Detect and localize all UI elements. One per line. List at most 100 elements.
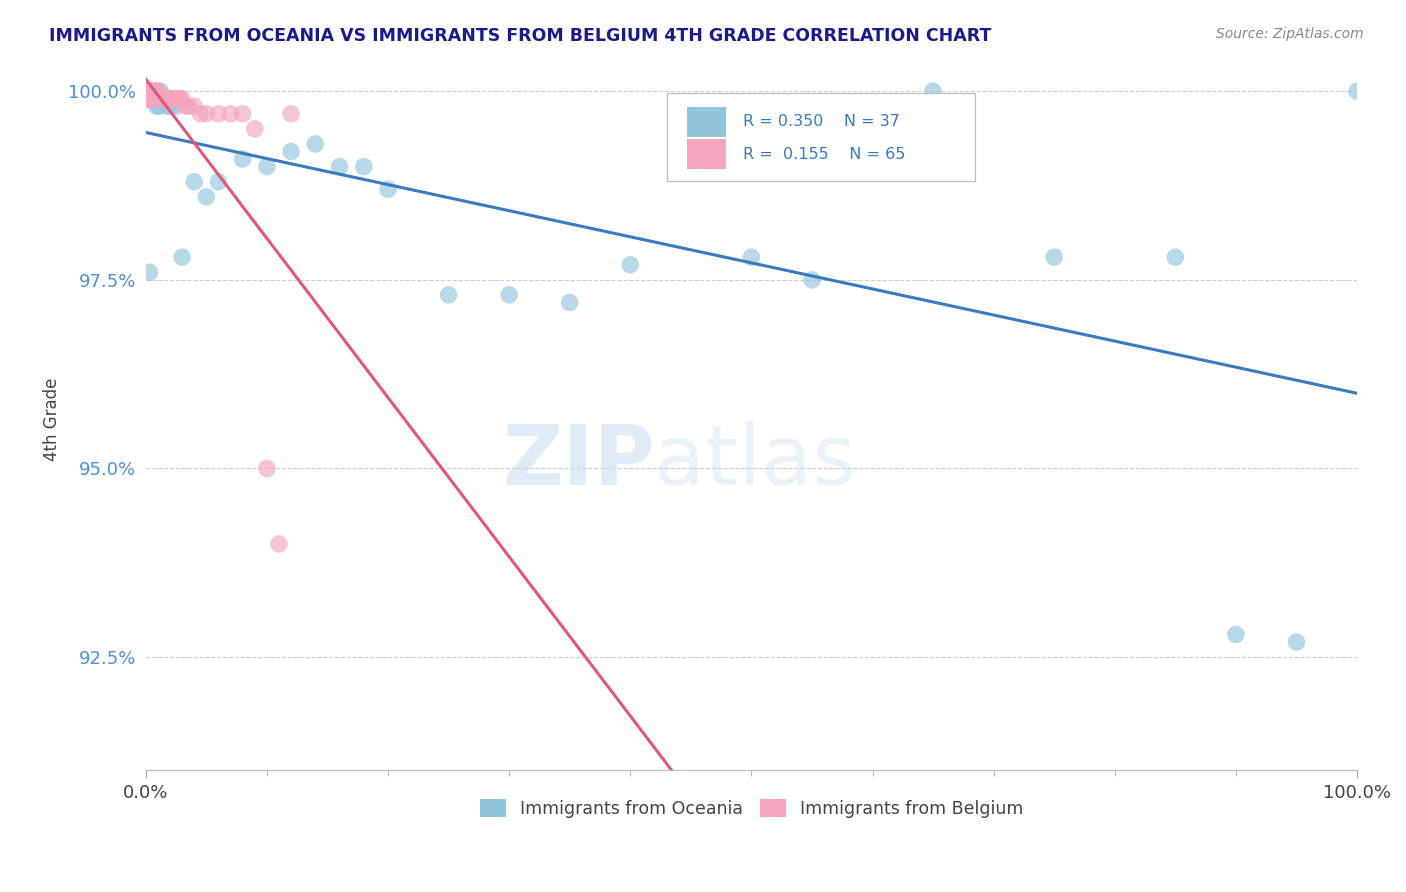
Point xyxy=(243,121,266,136)
Point xyxy=(153,92,176,106)
Point xyxy=(329,160,352,174)
Bar xyxy=(688,107,725,136)
Point xyxy=(619,258,641,272)
Point xyxy=(304,136,326,151)
Point xyxy=(195,107,218,121)
Point xyxy=(160,92,183,106)
Point xyxy=(740,250,762,264)
Point xyxy=(138,84,160,98)
Point xyxy=(280,145,302,159)
Point xyxy=(141,84,163,98)
Point xyxy=(135,84,157,98)
Point xyxy=(207,175,229,189)
Point xyxy=(148,99,170,113)
Point xyxy=(232,107,254,121)
Point xyxy=(183,175,205,189)
Point xyxy=(146,84,169,98)
Point xyxy=(136,84,159,98)
Point xyxy=(141,84,163,98)
Point xyxy=(165,99,187,113)
Point xyxy=(207,107,229,121)
Point xyxy=(159,99,181,113)
Point xyxy=(165,92,187,106)
Point xyxy=(135,84,157,98)
Y-axis label: 4th Grade: 4th Grade xyxy=(44,377,60,461)
Point xyxy=(177,99,200,113)
Point xyxy=(141,92,163,106)
Point xyxy=(167,92,190,106)
Point xyxy=(142,84,165,98)
Point xyxy=(138,84,160,98)
Point xyxy=(922,84,945,98)
Point xyxy=(136,92,159,106)
Point xyxy=(219,107,242,121)
Text: R =  0.155    N = 65: R = 0.155 N = 65 xyxy=(742,146,905,161)
Point xyxy=(136,84,159,98)
Point xyxy=(162,92,184,106)
Point xyxy=(183,99,205,113)
Point xyxy=(172,250,194,264)
Point xyxy=(232,152,254,166)
Point xyxy=(138,265,160,279)
Point xyxy=(1346,84,1368,98)
Legend: Immigrants from Oceania, Immigrants from Belgium: Immigrants from Oceania, Immigrants from… xyxy=(472,792,1031,825)
Point xyxy=(353,160,375,174)
Point xyxy=(156,99,179,113)
Point xyxy=(145,92,167,106)
Point xyxy=(145,84,167,98)
Point xyxy=(136,84,159,98)
Point xyxy=(172,92,194,106)
Point xyxy=(136,84,159,98)
Point xyxy=(143,92,166,106)
Text: ZIP: ZIP xyxy=(502,421,655,502)
Point xyxy=(800,273,823,287)
Point xyxy=(437,288,460,302)
Point xyxy=(280,107,302,121)
Text: atlas: atlas xyxy=(655,421,856,502)
Point xyxy=(155,92,177,106)
Point xyxy=(163,92,186,106)
Point xyxy=(145,84,167,98)
Text: IMMIGRANTS FROM OCEANIA VS IMMIGRANTS FROM BELGIUM 4TH GRADE CORRELATION CHART: IMMIGRANTS FROM OCEANIA VS IMMIGRANTS FR… xyxy=(49,27,991,45)
Point xyxy=(153,92,176,106)
Point xyxy=(188,107,211,121)
Point xyxy=(1225,627,1247,641)
Point xyxy=(135,84,157,98)
Point xyxy=(135,84,157,98)
Point xyxy=(143,84,166,98)
Point xyxy=(156,92,179,106)
Point xyxy=(159,92,181,106)
Point xyxy=(138,92,160,106)
Point xyxy=(152,92,174,106)
Point xyxy=(139,84,162,98)
Point xyxy=(141,92,163,106)
Point xyxy=(145,92,167,106)
Point xyxy=(149,84,172,98)
Point xyxy=(136,92,159,106)
FancyBboxPatch shape xyxy=(666,93,976,181)
Text: R = 0.350    N = 37: R = 0.350 N = 37 xyxy=(742,113,900,128)
Point xyxy=(558,295,581,310)
Point xyxy=(153,92,176,106)
Point xyxy=(150,92,173,106)
Point xyxy=(1164,250,1187,264)
Bar xyxy=(688,139,725,169)
Point xyxy=(136,84,159,98)
Point xyxy=(135,92,157,106)
Point xyxy=(136,92,159,106)
Point xyxy=(256,461,278,475)
Point xyxy=(142,92,165,106)
Point xyxy=(142,84,165,98)
Point xyxy=(139,92,162,106)
Point xyxy=(169,92,191,106)
Point xyxy=(148,92,170,106)
Point xyxy=(162,92,184,106)
Point xyxy=(149,92,172,106)
Point xyxy=(157,92,180,106)
Point xyxy=(146,92,169,106)
Text: Source: ZipAtlas.com: Source: ZipAtlas.com xyxy=(1216,27,1364,41)
Point xyxy=(498,288,520,302)
Point xyxy=(143,84,166,98)
Point xyxy=(135,84,157,98)
Point xyxy=(377,182,399,196)
